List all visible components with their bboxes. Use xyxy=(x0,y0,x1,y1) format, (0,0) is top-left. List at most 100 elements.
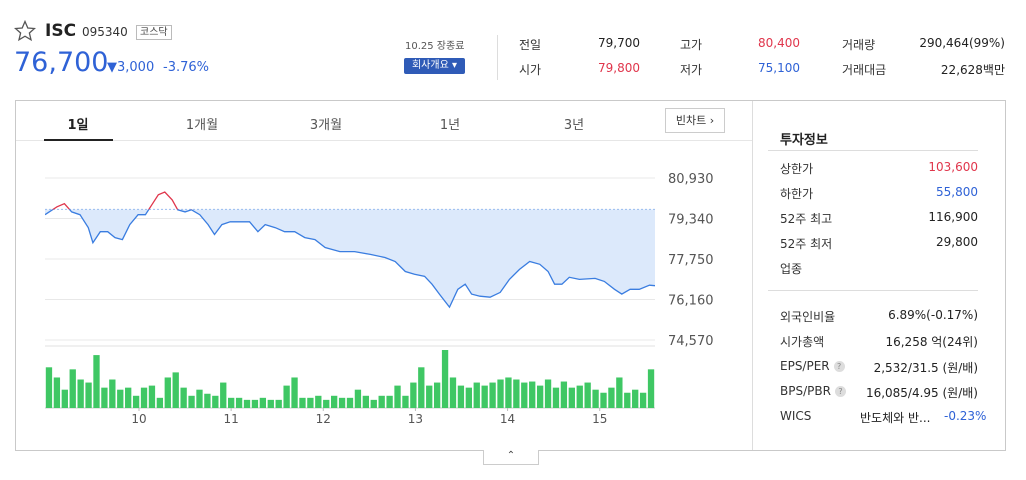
volume-bar xyxy=(529,381,536,408)
info-label: 52주 최고 xyxy=(780,212,833,226)
quote-label: 거래대금 xyxy=(842,63,887,77)
x-tick-label: 11 xyxy=(223,412,238,426)
volume-bar xyxy=(188,395,195,408)
volume-bar xyxy=(489,382,496,408)
volume-bar xyxy=(552,387,560,408)
quote-label: 저가 xyxy=(680,63,703,77)
volume-bar xyxy=(323,399,330,408)
favorite-star[interactable] xyxy=(14,20,36,42)
quote-value: 79,800 xyxy=(598,61,640,75)
chart-button-label: 빈차트 xyxy=(675,114,707,127)
info-value: 16,085/4.95 (원/배) xyxy=(865,386,978,400)
info-value: 103,600 xyxy=(928,160,978,174)
info-label: 하한가 xyxy=(780,187,814,201)
volume-bar xyxy=(338,397,346,408)
divider xyxy=(768,150,978,151)
stock-name: ISC xyxy=(45,21,77,41)
volume-bar xyxy=(93,355,100,408)
y-tick-label: 77,750 xyxy=(668,253,714,268)
tab[interactable]: 3개월 xyxy=(309,118,343,133)
collapse-button[interactable]: ⌃ xyxy=(483,450,539,465)
volume-bar xyxy=(600,392,607,408)
volume-bar xyxy=(394,385,401,408)
volume-bar xyxy=(560,381,568,408)
volume-bar xyxy=(370,399,377,408)
volume-bar xyxy=(536,385,544,408)
volume-bar xyxy=(180,387,187,408)
company-button[interactable]: 회사개요 ▾ xyxy=(404,58,465,74)
info-label: 외국인비율 xyxy=(780,310,836,324)
volume-bar xyxy=(386,395,393,408)
y-tick-label: 80,930 xyxy=(668,172,714,187)
volume-bar xyxy=(592,389,599,408)
quote-label: 고가 xyxy=(680,38,703,52)
info-label: 업종 xyxy=(780,262,803,276)
volume-bar xyxy=(449,377,457,408)
info-value: 6.89%(-0.17%) xyxy=(888,308,978,322)
volume-bar xyxy=(148,385,156,408)
tab[interactable]: 1년 xyxy=(439,118,461,133)
volume-bar xyxy=(544,379,552,408)
info-value: 29,800 xyxy=(936,235,978,249)
volume-bar xyxy=(441,350,449,408)
volume-bar xyxy=(212,395,219,408)
divider xyxy=(752,101,753,450)
volume-bar xyxy=(235,397,243,408)
volume-bar xyxy=(267,399,274,408)
volume-bar xyxy=(220,382,227,408)
volume-bar xyxy=(299,397,306,408)
info-change: -0.23% xyxy=(944,409,987,423)
info-title: 투자정보 xyxy=(780,133,828,148)
quote-value: 79,700 xyxy=(598,36,640,50)
quote-value: 75,100 xyxy=(758,61,800,75)
tab[interactable]: 1개월 xyxy=(185,118,219,133)
help-icon[interactable]: ? xyxy=(833,361,845,372)
volume-bar xyxy=(402,395,409,408)
volume-bar xyxy=(109,379,116,408)
volume-bar xyxy=(132,395,140,408)
volume-bar xyxy=(521,382,528,408)
y-tick-label: 74,570 xyxy=(668,334,714,349)
tab[interactable]: 3년 xyxy=(563,118,585,133)
volume-bar xyxy=(85,382,92,408)
info-value: 16,258 억(24위) xyxy=(885,335,978,349)
x-tick-label: 14 xyxy=(500,412,515,426)
volume-bar xyxy=(473,382,480,408)
volume-bar xyxy=(433,382,441,408)
info-label: WICS xyxy=(780,409,812,423)
volume-bar xyxy=(243,399,251,408)
x-tick-label: 15 xyxy=(592,412,607,426)
tab[interactable]: 1일 xyxy=(67,118,89,133)
volume-bar xyxy=(624,392,631,408)
help-icon[interactable]: ? xyxy=(834,386,846,397)
quote-value: 22,628백만 xyxy=(940,63,1005,77)
volume-bar xyxy=(45,367,53,408)
quote-label: 거래량 xyxy=(842,38,876,52)
volume-bar xyxy=(497,379,504,408)
volume-bar xyxy=(140,387,148,408)
quote-label: 시가 xyxy=(519,63,542,77)
volume-bar xyxy=(576,385,583,408)
chart-button[interactable]: 빈차트 › xyxy=(665,108,725,133)
info-label: 상한가 xyxy=(780,162,814,176)
volume-bar xyxy=(632,389,639,408)
volume-bar xyxy=(639,392,647,408)
info-value: 55,800 xyxy=(936,185,978,199)
market-badge: 코스닥 xyxy=(136,25,172,40)
volume-bar xyxy=(196,389,203,408)
volume-bar xyxy=(251,399,259,408)
info-label: EPS/PER xyxy=(780,359,830,373)
volume-bar xyxy=(101,387,108,408)
y-tick-label: 79,340 xyxy=(668,212,714,227)
volume-bar xyxy=(418,367,425,408)
volume-bar xyxy=(608,387,615,408)
divider xyxy=(497,35,498,80)
current-price: 76,700 xyxy=(14,47,109,78)
volume-bar xyxy=(378,395,385,408)
price-change-pct: -3.76% xyxy=(163,60,209,75)
price-change: ▼3,000 xyxy=(107,60,155,75)
volume-bar xyxy=(61,389,68,408)
volume-bar xyxy=(505,377,512,408)
tab-border xyxy=(16,140,752,141)
